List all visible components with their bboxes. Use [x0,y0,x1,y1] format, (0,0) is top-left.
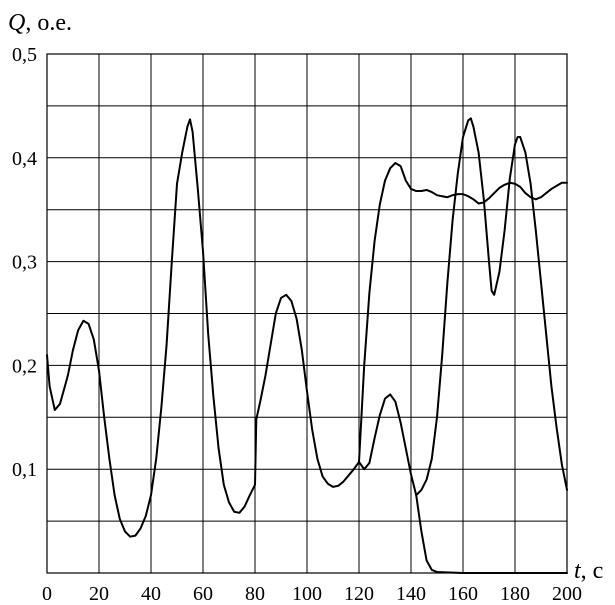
x-tick-label: 200 [552,583,582,605]
tick-labels: 0 20 40 60 80 100 120 140 160 180 200 0,1 0,2 0,3 0,4 0… [12,44,582,605]
x-axis-unit: , с [581,558,604,584]
plot-frame [46,53,568,574]
y-tick-label: 0,1 [12,459,37,481]
x-tick-label: 40 [141,583,161,605]
y-axis-unit: , о.е. [25,10,72,36]
y-tick-label: 0,4 [12,148,37,170]
x-tick-label: 100 [292,583,322,605]
y-tick-label: 0,5 [12,44,37,66]
x-tick-label: 160 [448,583,478,605]
grid [46,53,568,574]
x-tick-label: 180 [500,583,530,605]
x-axis-label: t, с [574,558,603,584]
series-group [46,117,568,574]
x-tick-label: 140 [396,583,426,605]
y-axis-label: Q, о.е. [8,10,72,36]
x-axis-variable: t [574,558,582,584]
y-tick-label: 0,2 [12,355,37,377]
x-tick-label: 60 [193,583,213,605]
x-tick-label: 20 [89,583,109,605]
y-axis-variable: Q [8,10,25,36]
x-tick-label: 120 [344,583,374,605]
series-line-1 [46,118,568,574]
series-line-3 [415,117,568,497]
y-tick-label: 0,3 [12,252,37,274]
x-tick-label: 0 [42,583,52,605]
x-tick-label: 80 [245,583,265,605]
